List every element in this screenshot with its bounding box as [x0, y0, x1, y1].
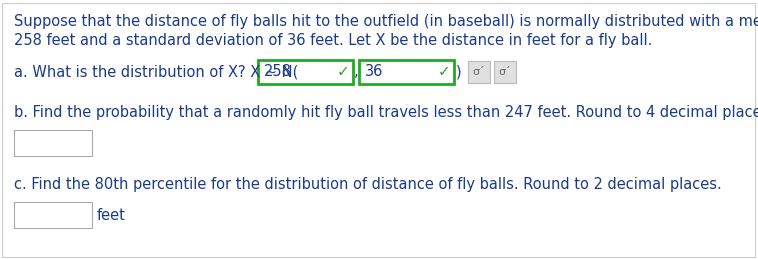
Text: Suppose that the distance of fly balls hit to the outfield (in baseball) is norm: Suppose that the distance of fly balls h… — [14, 14, 758, 29]
Text: ✓: ✓ — [337, 64, 349, 80]
Text: 258 feet and a standard deviation of 36 feet. Let X be the distance in feet for : 258 feet and a standard deviation of 36 … — [14, 33, 653, 48]
Text: a. What is the distribution of X? X ∼ N(: a. What is the distribution of X? X ∼ N( — [14, 64, 299, 80]
Text: ): ) — [456, 64, 462, 80]
Text: b. Find the probability that a randomly hit fly ball travels less than 247 feet.: b. Find the probability that a randomly … — [14, 105, 758, 120]
Text: 36: 36 — [365, 64, 384, 80]
Text: ,: , — [354, 64, 359, 80]
Text: σ´: σ´ — [499, 67, 512, 77]
Text: c. Find the 80th percentile for the distribution of distance of fly balls. Round: c. Find the 80th percentile for the dist… — [14, 177, 722, 192]
Text: 258: 258 — [264, 64, 292, 80]
Text: σ´: σ´ — [473, 67, 485, 77]
Text: ✓: ✓ — [438, 64, 451, 80]
Text: feet: feet — [97, 207, 126, 222]
